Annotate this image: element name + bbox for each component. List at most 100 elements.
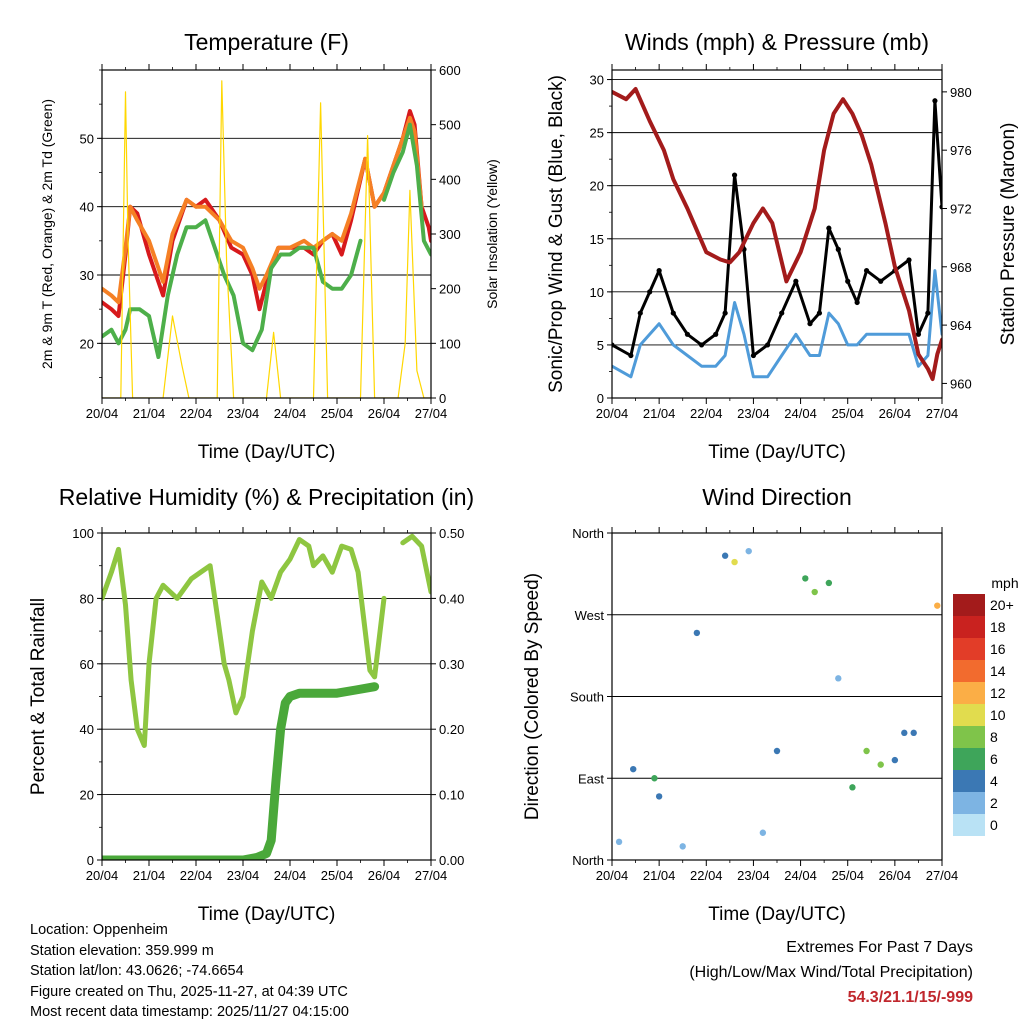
gust-point <box>826 225 832 231</box>
gust-point <box>793 278 799 284</box>
wind-direction-point <box>721 552 729 559</box>
gust-point <box>863 268 870 274</box>
colorbar-label: 12 <box>990 685 1006 701</box>
figure-created: Figure created on Thu, 2025-11-27, at 04… <box>30 983 348 1000</box>
x-tick-label: 22/04 <box>690 868 723 883</box>
y2-axis-label: Station Pressure (Maroon) <box>998 123 1019 346</box>
gust-point <box>731 172 738 178</box>
y-tick-label: 30 <box>80 268 94 283</box>
colorbar-swatch <box>953 594 985 616</box>
y-tick-label: East <box>578 771 604 786</box>
wind-direction-point <box>745 547 752 555</box>
wind-direction-point <box>651 775 658 782</box>
colorbar-swatch <box>953 660 985 682</box>
series-wind <box>612 269 942 379</box>
wind-direction-point <box>863 747 870 755</box>
y-axis-label: Sonic/Prop Wind & Gust (Blue, Black) <box>546 75 567 393</box>
colorbar-swatch <box>953 704 985 726</box>
colorbar-swatch <box>953 792 985 814</box>
colorbar-swatch <box>953 616 985 638</box>
colorbar-label: 20+ <box>990 597 1014 613</box>
y2-tick-label: 976 <box>950 143 972 158</box>
wind-direction-point <box>615 838 623 846</box>
x-axis-label: Time (Day/UTC) <box>198 442 336 463</box>
station-elevation: Station elevation: 359.999 m <box>30 942 214 959</box>
y-axis-label: 2m & 9m T (Red, Orange) & 2m Td (Green) <box>39 99 55 369</box>
y-tick-label: 20 <box>590 179 604 194</box>
gust-point <box>684 331 691 337</box>
plot-frame <box>101 69 432 399</box>
y-tick-label: 0 <box>87 853 94 868</box>
colorbar-label: 0 <box>990 817 998 833</box>
y2-tick-label: 100 <box>439 336 461 351</box>
wind-direction-point <box>679 843 686 850</box>
colorbar-swatch <box>953 638 985 660</box>
y-axis-label: Percent & Total Rainfall <box>28 598 49 795</box>
y-tick-label: West <box>575 608 605 623</box>
gust-point <box>854 299 860 306</box>
gust-point <box>764 342 771 348</box>
y2-tick-label: 968 <box>950 260 972 275</box>
gust-point <box>878 278 884 284</box>
y-tick-label: North <box>572 853 604 868</box>
x-axis-label: Time (Day/UTC) <box>708 904 846 925</box>
station-latlon: Station lat/lon: 43.0626; -74.6654 <box>30 963 244 979</box>
series-9m-t <box>102 115 424 305</box>
y2-tick-label: 972 <box>950 201 972 216</box>
y-tick-label: 20 <box>80 788 94 803</box>
series-2m-td <box>102 122 431 359</box>
x-axis-label: Time (Day/UTC) <box>198 904 336 925</box>
x-tick-label: 21/04 <box>643 406 676 421</box>
x-tick-label: 24/04 <box>784 406 817 421</box>
plot-area <box>102 80 431 398</box>
colorbar-label: 6 <box>990 751 998 767</box>
y2-tick-label: 300 <box>439 227 461 242</box>
x-tick-label: 24/04 <box>274 406 307 421</box>
y2-tick-label: 400 <box>439 172 461 187</box>
x-tick-label: 25/04 <box>321 868 354 883</box>
x-tick-label: 24/04 <box>784 868 817 883</box>
wind-direction-point <box>655 793 663 800</box>
colorbar-label: 10 <box>990 707 1006 723</box>
wind-direction-point <box>693 629 701 637</box>
y2-tick-label: 0 <box>439 391 446 406</box>
x-tick-label: 27/04 <box>926 406 959 421</box>
x-tick-label: 23/04 <box>227 406 260 421</box>
y2-tick-label: 600 <box>439 63 461 78</box>
series-gust <box>612 99 942 357</box>
x-tick-label: 25/04 <box>831 868 864 883</box>
extremes-value: 54.3/21.1/15/-999 <box>847 989 973 1006</box>
x-tick-label: 25/04 <box>831 406 864 421</box>
x-tick-label: 27/04 <box>926 868 959 883</box>
wind-direction-point <box>802 575 809 582</box>
gust-point <box>845 278 851 284</box>
gust-point <box>612 342 615 348</box>
gust-point <box>656 268 662 274</box>
gust-point <box>906 257 912 263</box>
gust-point <box>698 342 705 348</box>
y2-tick-label: 0.00 <box>439 853 464 868</box>
wind-direction-point <box>849 784 856 791</box>
colorbar-label: 16 <box>990 641 1006 657</box>
colorbar-swatch <box>953 770 985 792</box>
station-info: Location: Oppenheim Station elevation: 3… <box>30 920 349 1023</box>
y2-tick-label: 500 <box>439 118 461 133</box>
y2-tick-label: 960 <box>950 376 972 391</box>
wind-direction-point <box>934 602 941 609</box>
colorbar-label: 4 <box>990 773 998 789</box>
wind-direction-point <box>901 729 908 737</box>
y2-tick-label: 980 <box>950 85 972 100</box>
plot-area <box>615 547 941 850</box>
y-tick-label: 80 <box>80 591 94 606</box>
x-tick-label: 26/04 <box>368 406 401 421</box>
x-tick-label: 22/04 <box>690 406 723 421</box>
gust-point <box>807 321 813 327</box>
colorbar-title: mph <box>991 575 1018 591</box>
y-tick-label: 50 <box>80 131 94 146</box>
y2-tick-label: 0.50 <box>439 526 464 541</box>
plot-frame <box>611 69 943 399</box>
extremes-description: (High/Low/Max Wind/Total Precipitation) <box>689 964 973 981</box>
x-tick-label: 22/04 <box>180 406 213 421</box>
y-tick-label: 40 <box>80 722 94 737</box>
